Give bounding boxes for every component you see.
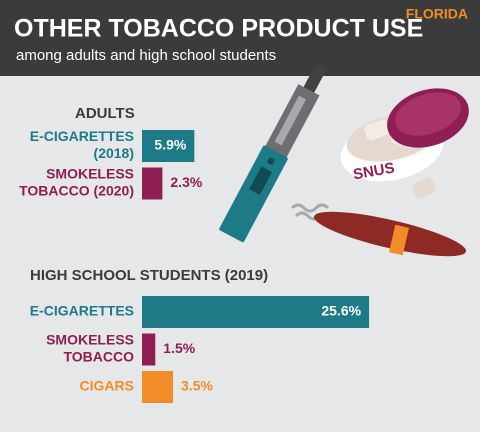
vape-illustration [219, 63, 327, 243]
category-label: E-CIGARETTES [30, 128, 134, 144]
subtitle: among adults and high school students [16, 47, 276, 64]
category-label: (2018) [94, 145, 134, 161]
section-title: ADULTS [75, 105, 135, 122]
category-label: SMOKELESS [46, 332, 134, 348]
region: FLORIDA [406, 6, 468, 22]
section-title: HIGH SCHOOL STUDENTS (2019) [30, 267, 268, 284]
category-label: TOBACCO (2020) [19, 183, 134, 199]
category-label: E-CIGARETTES [30, 303, 134, 319]
category-label: TOBACCO [63, 349, 134, 365]
tin-label: SNUS [352, 159, 396, 183]
bar [142, 296, 370, 328]
bar [142, 371, 174, 403]
bar [142, 167, 163, 200]
bar [142, 333, 156, 366]
cigar-illustration [290, 203, 467, 257]
value-label: 3.5% [181, 378, 213, 394]
value-label: 5.9% [154, 137, 186, 153]
value-label: 1.5% [163, 340, 195, 356]
bar [142, 130, 195, 162]
value-label: 25.6% [321, 303, 361, 319]
value-label: 2.3% [170, 174, 202, 190]
category-label: SMOKELESS [46, 166, 134, 182]
header-band [0, 0, 480, 76]
snus-illustration: SNUS [340, 88, 469, 199]
title: OTHER TOBACCO PRODUCT USE [14, 15, 423, 43]
category-label: CIGARS [80, 378, 134, 394]
